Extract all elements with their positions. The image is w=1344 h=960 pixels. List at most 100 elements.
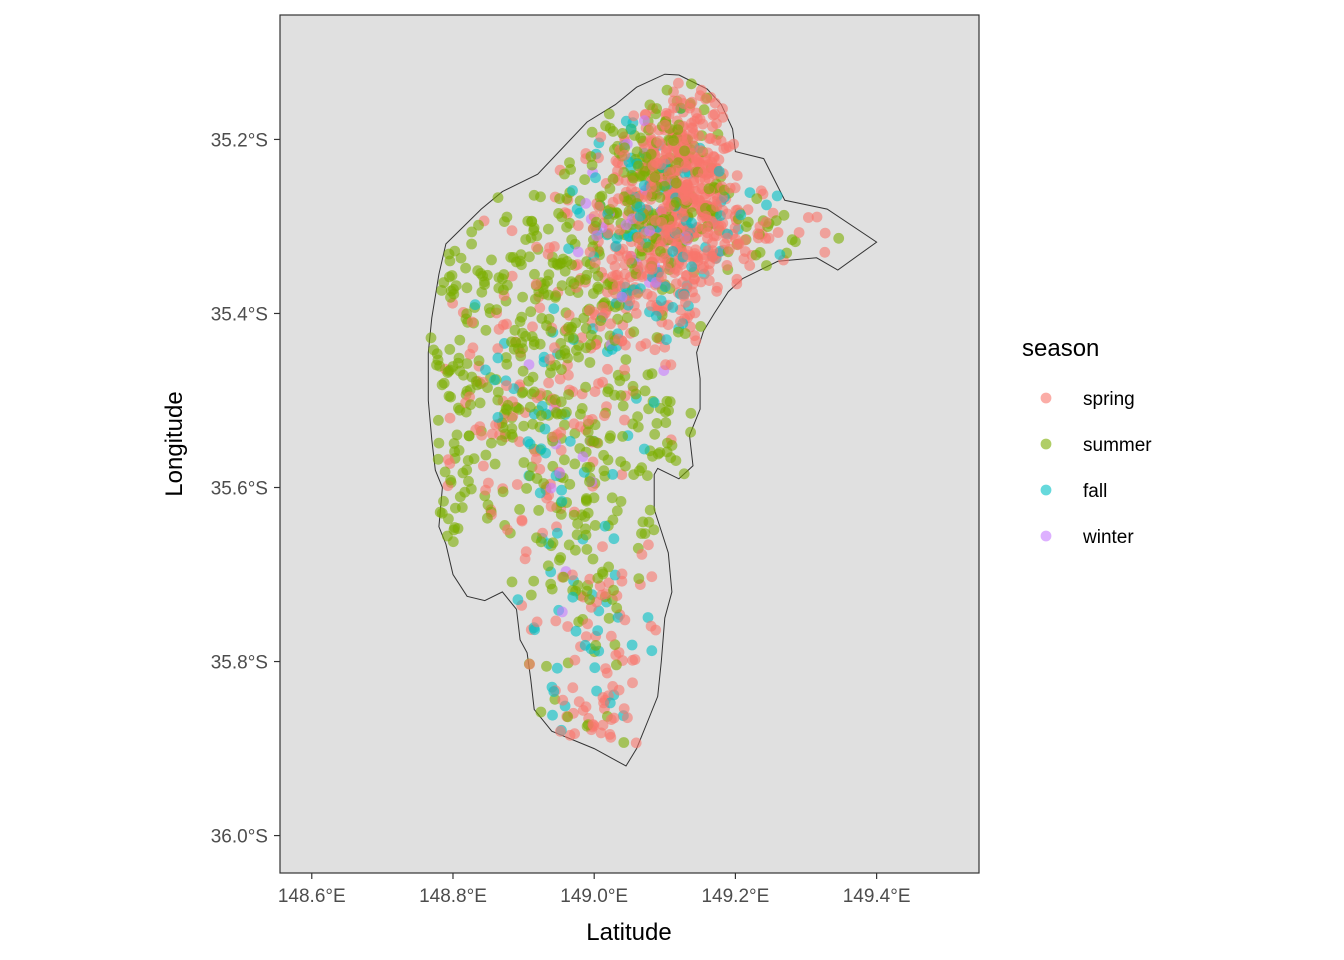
data-point-summer (556, 408, 567, 420)
data-point-summer (613, 299, 625, 311)
data-point-summer (463, 430, 475, 442)
data-point-summer (455, 252, 467, 264)
data-point-spring (555, 725, 566, 737)
data-point-summer (515, 350, 527, 362)
data-point-spring (706, 251, 718, 262)
data-point-fall (761, 199, 772, 211)
data-point-winter (591, 230, 603, 242)
data-point-summer (555, 509, 567, 520)
data-point-summer (450, 502, 461, 514)
data-point-summer (536, 313, 548, 324)
data-point-summer (587, 553, 599, 565)
data-point-summer (531, 473, 543, 484)
data-point-summer (670, 177, 682, 189)
data-point-summer (563, 321, 574, 333)
data-point-summer (517, 365, 529, 377)
data-point-spring (702, 147, 714, 159)
data-point-summer (554, 554, 565, 566)
data-point-spring (619, 364, 630, 375)
data-point-summer (573, 616, 585, 628)
data-point-summer (496, 435, 508, 446)
data-point-spring (645, 122, 657, 134)
data-point-summer (585, 329, 597, 341)
x-tick-label: 149.4°E (843, 886, 911, 907)
data-point-summer (523, 375, 534, 387)
data-point-fall (620, 115, 632, 127)
legend-label-fall: fall (1083, 481, 1107, 502)
data-point-summer (569, 458, 581, 470)
data-point-spring (702, 227, 713, 239)
data-point-summer (480, 324, 492, 336)
data-point-summer (585, 339, 596, 351)
data-point-spring (576, 332, 588, 343)
data-point-spring (478, 460, 489, 472)
data-point-summer (649, 171, 661, 183)
data-point-summer (524, 401, 536, 413)
data-point-spring (604, 729, 616, 740)
data-point-spring (691, 154, 702, 165)
data-point-fall (650, 310, 662, 322)
data-point-summer (432, 453, 444, 465)
data-point-summer (642, 369, 654, 381)
data-point-winter (554, 467, 566, 479)
data-point-summer (609, 639, 621, 651)
data-point-spring (724, 243, 735, 255)
data-point-summer (672, 124, 684, 135)
data-point-summer (590, 640, 602, 651)
data-point-fall (534, 487, 546, 499)
data-point-summer (454, 334, 466, 346)
data-point-summer (581, 269, 593, 281)
data-point-fall (590, 172, 601, 184)
data-point-summer (536, 410, 547, 421)
data-point-summer (628, 326, 640, 338)
data-point-summer (594, 191, 606, 203)
data-point-summer (633, 160, 644, 172)
data-point-spring (597, 541, 608, 552)
data-point-winter (644, 225, 656, 237)
data-point-summer (461, 282, 473, 294)
data-point-summer (664, 396, 676, 408)
data-point-summer (444, 364, 456, 376)
data-point-summer (452, 357, 464, 369)
data-point-spring (531, 241, 542, 253)
data-point-spring (569, 728, 580, 740)
data-point-summer (482, 499, 494, 511)
data-point-spring (646, 571, 658, 583)
data-point-spring (673, 234, 685, 246)
data-point-fall (480, 364, 491, 376)
region-boundary (427, 73, 878, 767)
data-point-summer (595, 315, 606, 326)
data-point-summer (474, 397, 486, 409)
data-point-summer (573, 351, 584, 363)
data-point-spring (620, 339, 631, 351)
data-point-summer (566, 234, 578, 246)
data-point-spring (582, 618, 593, 630)
data-point-fall (611, 232, 623, 244)
data-point-spring (731, 273, 743, 285)
data-point-spring (724, 182, 736, 194)
data-point-spring (697, 263, 708, 275)
data-point-spring (610, 649, 622, 661)
legend-title: season (1022, 335, 1099, 362)
data-point-summer (751, 193, 763, 205)
data-point-summer (528, 386, 540, 398)
data-point-spring (602, 363, 613, 375)
data-point-spring (569, 654, 581, 666)
data-point-summer (518, 420, 530, 432)
data-point-spring (534, 302, 546, 314)
data-point-spring (568, 418, 580, 430)
data-point-summer (659, 180, 670, 192)
data-point-summer (542, 560, 554, 572)
data-point-spring (707, 121, 718, 132)
data-point-summer (527, 418, 539, 430)
data-point-summer (498, 284, 509, 296)
data-point-fall (713, 165, 725, 177)
data-point-spring (646, 181, 657, 193)
data-point-fall (686, 261, 698, 273)
data-point-spring (506, 270, 518, 282)
data-point-summer (460, 262, 471, 274)
data-point-fall (567, 591, 579, 603)
data-point-spring (819, 246, 831, 258)
data-point-summer (482, 512, 493, 524)
data-point-summer (603, 561, 614, 573)
